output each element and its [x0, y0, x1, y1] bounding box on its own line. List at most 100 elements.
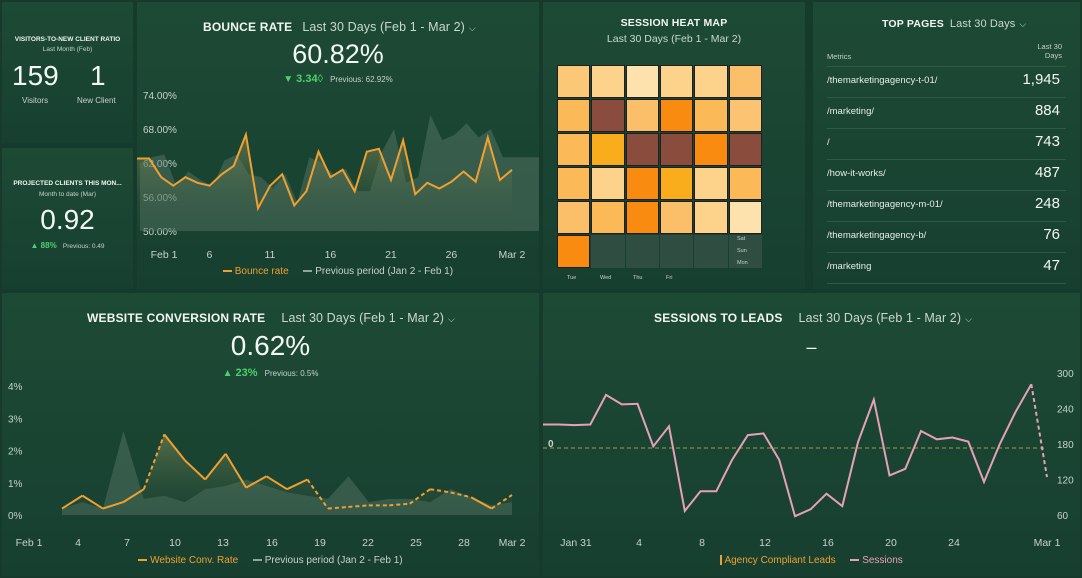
table-row[interactable]: /themarketingagency-b/76 [827, 222, 1066, 253]
top-pages-header[interactable]: TOP PAGES Last 30 Days ⌵ [882, 14, 1026, 32]
heatmap-cell[interactable] [625, 235, 659, 268]
conversion-segment [266, 475, 288, 491]
table-row[interactable]: /how-it-works/487 [827, 160, 1066, 191]
conversion-header[interactable]: WEBSITE CONVERSION RATE Last 30 Days (Feb… [87, 309, 455, 327]
leads-legend-sessions: Sessions [862, 555, 903, 566]
heatmap-cell[interactable] [557, 167, 591, 200]
heatmap-cell[interactable] [694, 99, 728, 132]
heatmap-day-label: Mon [737, 260, 748, 266]
heatmap-cell[interactable] [591, 201, 625, 234]
leads-header[interactable]: SESSIONS TO LEADS Last 30 Days (Feb 1 - M… [654, 309, 972, 327]
col-metrics: Metrics [827, 52, 852, 61]
heatmap-cell[interactable] [659, 65, 694, 98]
bounce-previous: Previous: 62.92% [330, 75, 393, 84]
bounce-header[interactable]: BOUNCE RATE Last 30 Days (Feb 1 - Mar 2) ⌵ [203, 18, 476, 36]
sessions-line-partial [1030, 384, 1048, 478]
heatmap-cell[interactable] [557, 133, 591, 166]
table-row[interactable]: /themarketingagency-m-01/248 [827, 191, 1066, 222]
x-tick-label: 25 [410, 537, 422, 549]
heatmap-cell[interactable] [659, 99, 694, 132]
heatmap-cell[interactable] [694, 201, 728, 234]
top-pages-period-select[interactable]: Last 30 Days [949, 18, 1016, 30]
x-tick-label: Mar 2 [498, 249, 525, 261]
heatmap-cell[interactable] [728, 167, 762, 200]
table-row[interactable]: /themarketingagency-t-01/1,945 [827, 67, 1066, 98]
x-tick-label: Mar 1 [1034, 537, 1061, 549]
heatmap-cell[interactable] [625, 201, 659, 234]
heatmap-cell[interactable] [625, 167, 659, 200]
heatmap-cell[interactable] [625, 133, 659, 166]
heatmap-cell[interactable] [728, 99, 762, 132]
heatmap-day-label: Sun [737, 248, 747, 254]
conversion-legend-previous: Previous period (Jan 2 - Feb 1) [264, 555, 403, 566]
heatmap-cell[interactable] [659, 235, 694, 268]
conversion-segment [430, 488, 451, 494]
heatmap-cell[interactable] [557, 65, 591, 98]
leads-period-select[interactable]: Last 30 Days (Feb 1 - Mar 2) [798, 311, 962, 325]
chevron-down-icon[interactable]: ⌵ [1019, 19, 1027, 29]
heatmap-cell[interactable] [591, 235, 625, 268]
conversion-segment [450, 491, 472, 499]
heatmap-cell[interactable] [728, 133, 762, 166]
y-tick-label: 1% [8, 479, 23, 490]
ratio-subtitle: Last Month (Feb) [42, 46, 93, 53]
projected-change: ▲ 88% Previous: 0.49 [2, 241, 133, 250]
x-tick-label: 13 [217, 537, 229, 549]
x-tick-label: 8 [699, 537, 705, 549]
heatmap-cell[interactable] [694, 133, 728, 166]
conversion-segment [142, 434, 166, 490]
table-row[interactable]: / 743 [827, 129, 1066, 160]
conversion-segment [204, 453, 227, 481]
heatmap-cell[interactable] [694, 167, 728, 200]
chevron-down-icon[interactable]: ⌵ [965, 314, 972, 324]
heatmap-cell[interactable] [591, 65, 625, 98]
x-tick-label: 10 [169, 537, 181, 549]
x-tick-label: 26 [446, 249, 458, 261]
triangle-up-icon: ▲ [222, 368, 233, 379]
x-tick-label: 19 [314, 537, 326, 549]
chevron-down-icon[interactable]: ⌵ [468, 23, 476, 33]
projected-clients-card: PROJECTED CLIENTS THIS MON... Month to d… [2, 148, 133, 289]
heatmap-cell[interactable] [557, 201, 591, 234]
heatmap-cell[interactable] [659, 133, 694, 166]
conversion-segment [306, 478, 329, 510]
conversion-segment [389, 502, 410, 507]
heatmap-cell[interactable] [625, 99, 659, 132]
visitors-value: 159 [12, 60, 59, 91]
x-tick-label: 20 [885, 537, 897, 549]
table-row[interactable]: /marketing/884 [827, 98, 1066, 129]
heatmap-day-label: Thu [633, 275, 643, 281]
page-views-value: 248 [1034, 195, 1060, 212]
x-tick-label: 12 [759, 537, 771, 549]
conversion-period-select[interactable]: Last 30 Days (Feb 1 - Mar 2) [281, 311, 444, 325]
heatmap-cell[interactable] [694, 235, 728, 268]
x-tick-label: 21 [385, 249, 397, 261]
conversion-change: ▲ 23% Previous: 0.5% [2, 367, 539, 379]
visitors-ratio-card: VISITORS-TO-NEW CLIENT RATIO Last Month … [2, 2, 133, 143]
y-tick-label-right: 60 [1057, 511, 1069, 522]
x-tick-label: 28 [458, 537, 470, 549]
heatmap-cell[interactable] [557, 99, 591, 132]
heatmap-cell[interactable] [591, 99, 625, 132]
session-heatmap-card: SESSION HEAT MAP Last 30 Days (Feb 1 - M… [543, 2, 805, 289]
heatmap-cell[interactable] [728, 235, 762, 268]
heatmap-cell[interactable] [625, 65, 659, 98]
bounce-period-select[interactable]: Last 30 Days (Feb 1 - Mar 2) [302, 20, 465, 34]
heatmap-cell[interactable] [659, 167, 694, 200]
heatmap-cell[interactable] [659, 201, 694, 234]
heatmap-cell[interactable] [591, 167, 625, 200]
triangle-down-icon: ▼ [283, 74, 294, 85]
heatmap-cell[interactable] [728, 201, 762, 234]
conversion-legend-current: Website Conv. Rate [150, 555, 239, 566]
page-path: /themarketingagency-m-01/ [827, 199, 943, 210]
heatmap-day-label: Fri [666, 275, 673, 281]
heatmap-cell[interactable] [591, 133, 625, 166]
conversion-current-area [62, 434, 512, 515]
chevron-down-icon[interactable]: ⌵ [447, 314, 455, 324]
table-row[interactable]: /marketing 47 [827, 253, 1066, 284]
heatmap-cell[interactable] [557, 235, 591, 268]
heatmap-cell[interactable] [728, 65, 762, 98]
heatmap-cell[interactable] [694, 65, 728, 98]
heatmap-day-label: Tue [567, 275, 577, 281]
x-tick-label: Mar 2 [499, 537, 526, 549]
